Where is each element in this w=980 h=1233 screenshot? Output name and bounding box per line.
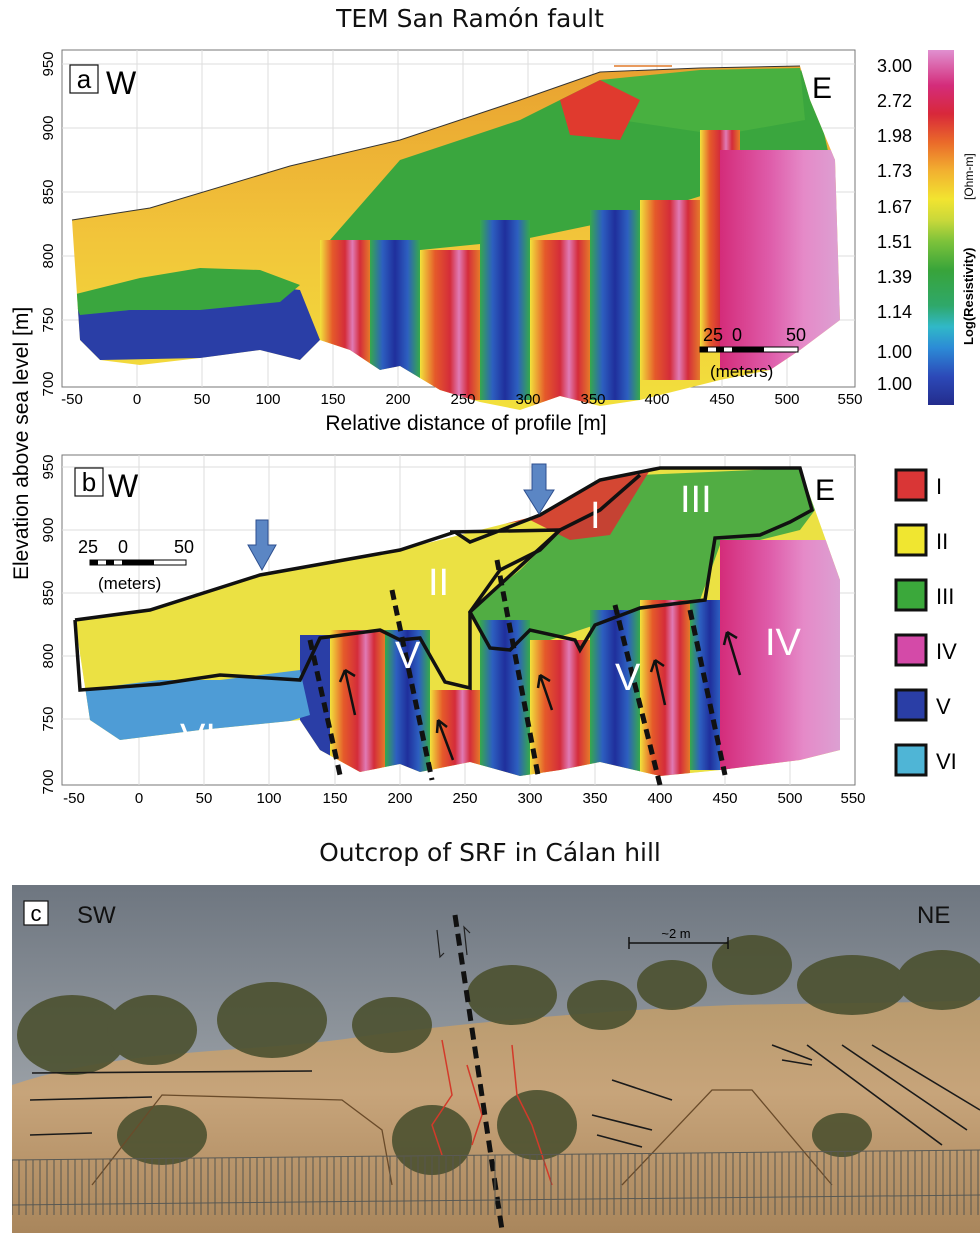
panel-a-ytick: 700: [40, 371, 57, 396]
legend-label: III: [936, 584, 954, 609]
legend-label: IV: [936, 639, 957, 664]
panel-a-xtick: 50: [194, 391, 211, 408]
panel-a-xtick: 450: [709, 391, 734, 408]
panel-a-xtick: 100: [255, 391, 280, 408]
legend-swatch: [894, 633, 928, 667]
panel-b-scale-right: 50: [174, 537, 194, 557]
unit-label: VI: [180, 717, 216, 759]
panel-a-ytick: 800: [40, 243, 57, 268]
y-axis-label-container: Elevation above sea level [m]: [10, 307, 33, 580]
panel-b-ytick: 850: [40, 580, 57, 605]
panel-b-xtick: 450: [712, 790, 737, 807]
panel-a-dir-left: W: [106, 65, 137, 101]
y-axis-label: Elevation above sea level [m]: [10, 307, 33, 580]
legend-label: II: [936, 529, 948, 554]
panel-a-ytick: 750: [40, 307, 57, 332]
panel-b-ytick: 950: [40, 454, 57, 479]
panel-b-ytick: 700: [40, 769, 57, 794]
panel-a-xtick: 500: [774, 391, 799, 408]
legend-swatch: [894, 743, 928, 777]
unit-label: I: [590, 495, 601, 537]
panel-b-ytick: 800: [40, 643, 57, 668]
panel-a-scale-bar: 25 0 50 (meters): [699, 325, 806, 381]
legend-label: VI: [936, 749, 957, 774]
colorbar-tick: 1.98: [877, 126, 912, 146]
panel-a-ytick: 900: [40, 115, 57, 140]
colorbar-tick: 1.00: [877, 342, 912, 362]
panel-b-ytick: 750: [40, 706, 57, 731]
colorbar-tick: 1.00: [877, 374, 912, 394]
panel-c-dir-left: SW: [77, 902, 116, 929]
panel-a-xtick: 350: [580, 391, 605, 408]
panel-a-scale-left: 25: [703, 325, 723, 345]
panel-a-xtick: 250: [450, 391, 475, 408]
panel-a-scale-mid: 0: [732, 325, 742, 345]
panel-b-xtick: 200: [387, 790, 412, 807]
colorbar-tick: 3.00: [877, 56, 912, 76]
panel-b-scale-unit: (meters): [98, 574, 161, 593]
panel-c-photo: c SW NE ~2 m: [12, 885, 980, 1233]
unit-label: II: [428, 562, 449, 604]
colorbar-tick: 1.73: [877, 161, 912, 181]
panel-b: b W E I II III V V V IV VI 25 0 50 (mete…: [40, 454, 866, 807]
legend-swatch: [894, 578, 928, 612]
panel-b-ytick: 900: [40, 517, 57, 542]
panel-b-scale-bar: 25 0 50 (meters): [78, 537, 194, 593]
colorbar-title: Log(Resistivity): [961, 247, 976, 345]
panel-b-label: b: [82, 467, 96, 497]
panel-b-xtick: 0: [135, 790, 143, 807]
panel-b-xtick: 100: [256, 790, 281, 807]
legend-swatch: [894, 688, 928, 722]
colorbar-tick: 1.67: [877, 197, 912, 217]
panel-b-xtick: 350: [582, 790, 607, 807]
panel-a-xtick: 400: [644, 391, 669, 408]
colorbar: 3.00 2.72 1.98 1.73 1.67 1.51 1.39 1.14 …: [877, 50, 976, 405]
panel-a-dir-right: E: [812, 72, 832, 105]
panel-b-scale-left: 25: [78, 537, 98, 557]
panel-b-xtick: 550: [840, 790, 865, 807]
unit-label: III: [680, 479, 712, 521]
panel-a-ytick: 850: [40, 179, 57, 204]
colorbar-unit: [Ohm-m]: [962, 153, 976, 200]
panel-a-scale-right: 50: [786, 325, 806, 345]
colorbar-tick: 1.51: [877, 232, 912, 252]
panel-a-ytick: 950: [40, 51, 57, 76]
panel-b-dir-left: W: [108, 468, 139, 504]
panel-a-xtick: 150: [320, 391, 345, 408]
figure-title-top: TEM San Ramón fault: [336, 4, 604, 33]
panel-a: a W E 25 0 50 (meters) -50 0 50 100 150 …: [40, 49, 863, 435]
unit-label: V: [395, 635, 421, 677]
panel-b-xtick: 250: [452, 790, 477, 807]
panel-c-label: c: [31, 901, 42, 926]
legend-label: I: [936, 474, 942, 499]
colorbar-tick: 2.72: [877, 91, 912, 111]
legend-label: V: [936, 694, 951, 719]
panel-b-xtick: 300: [517, 790, 542, 807]
panel-b-xtick: 400: [647, 790, 672, 807]
panel-a-label: a: [77, 64, 92, 94]
colorbar-tick: 1.39: [877, 267, 912, 287]
unit-label: V: [615, 657, 641, 699]
panel-b-xtick: 150: [322, 790, 347, 807]
panel-b-xtick: -50: [63, 790, 85, 807]
panel-a-xtick: -50: [61, 391, 83, 408]
legend-swatch: [894, 468, 928, 502]
panel-c-dir-right: NE: [917, 902, 950, 929]
panel-c-scale: ~2 m: [661, 926, 690, 941]
panel-a-xtick: 300: [515, 391, 540, 408]
legend-swatch: [894, 523, 928, 557]
panel-a-xtick: 200: [385, 391, 410, 408]
panel-a-xtick: 0: [133, 391, 141, 408]
panel-a-xtick: 550: [837, 391, 862, 408]
figure-title-bottom: Outcrop of SRF in Cálan hill: [319, 838, 661, 867]
panel-b-scale-mid: 0: [118, 537, 128, 557]
panel-b-dir-right: E: [815, 474, 835, 507]
unit-label: IV: [765, 622, 802, 664]
colorbar-tick: 1.14: [877, 302, 912, 322]
panel-b-xtick: 500: [777, 790, 802, 807]
panel-b-xtick: 50: [196, 790, 213, 807]
panel-a-xlabel: Relative distance of profile [m]: [325, 412, 606, 435]
panel-a-scale-unit: (meters): [710, 362, 773, 381]
